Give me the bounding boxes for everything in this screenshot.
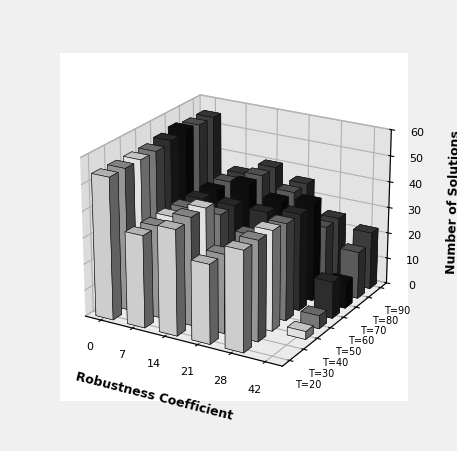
X-axis label: Robustness Coefficient: Robustness Coefficient xyxy=(74,369,234,422)
